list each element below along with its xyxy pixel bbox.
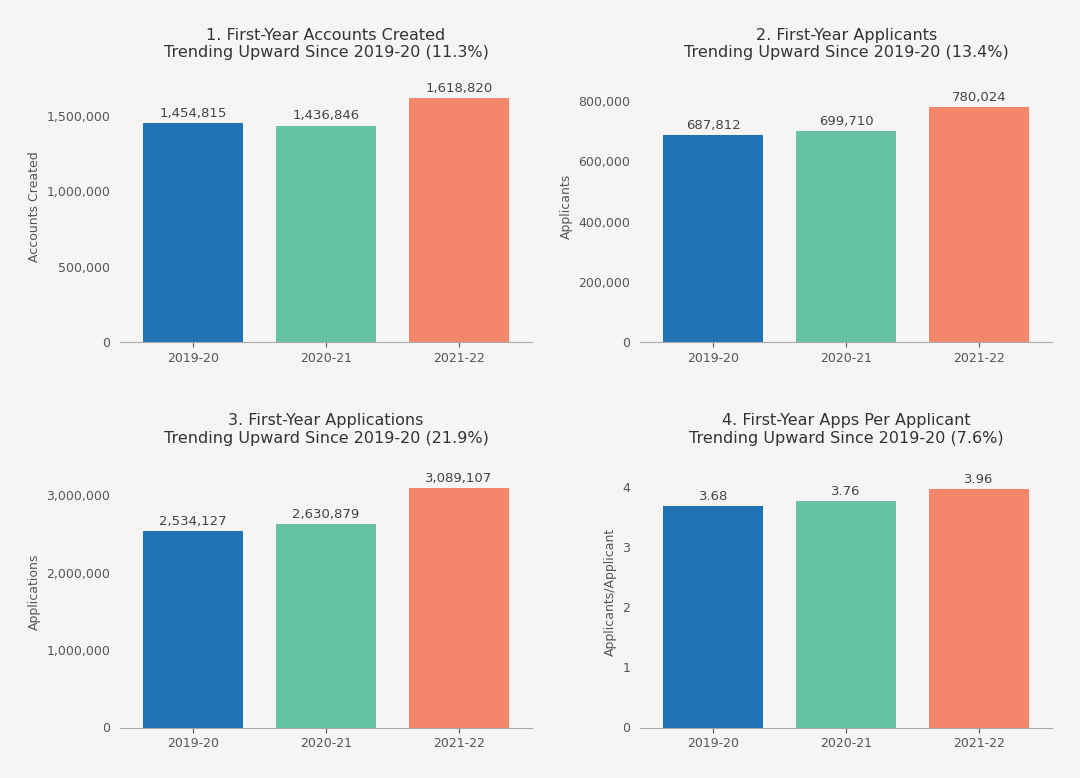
Bar — [796, 501, 896, 727]
Bar — [663, 135, 764, 342]
Text: 3.96: 3.96 — [964, 473, 994, 485]
Title: 2. First-Year Applicants
Trending Upward Since 2019-20 (13.4%): 2. First-Year Applicants Trending Upward… — [684, 28, 1009, 60]
Bar — [276, 524, 376, 727]
Bar — [929, 107, 1029, 342]
Title: 4. First-Year Apps Per Applicant
Trending Upward Since 2019-20 (7.6%): 4. First-Year Apps Per Applicant Trendin… — [689, 413, 1003, 446]
Y-axis label: Accounts Created: Accounts Created — [28, 151, 41, 262]
Text: 1,618,820: 1,618,820 — [426, 82, 492, 95]
Y-axis label: Applicants/Applicant: Applicants/Applicant — [604, 528, 617, 656]
Text: 2,630,879: 2,630,879 — [293, 507, 360, 520]
Text: 1,436,846: 1,436,846 — [293, 110, 360, 122]
Title: 3. First-Year Applications
Trending Upward Since 2019-20 (21.9%): 3. First-Year Applications Trending Upwa… — [163, 413, 488, 446]
Text: 780,024: 780,024 — [951, 91, 1007, 104]
Text: 1,454,815: 1,454,815 — [160, 107, 227, 120]
Bar — [796, 131, 896, 342]
Bar — [409, 98, 509, 342]
Bar — [144, 531, 243, 727]
Text: 687,812: 687,812 — [686, 119, 741, 131]
Text: 3.68: 3.68 — [699, 489, 728, 503]
Y-axis label: Applicants: Applicants — [559, 174, 572, 239]
Bar — [276, 126, 376, 342]
Title: 1. First-Year Accounts Created
Trending Upward Since 2019-20 (11.3%): 1. First-Year Accounts Created Trending … — [163, 28, 488, 60]
Bar — [144, 123, 243, 342]
Text: 2,534,127: 2,534,127 — [159, 515, 227, 528]
Text: 699,710: 699,710 — [819, 115, 874, 128]
Text: 3,089,107: 3,089,107 — [426, 472, 492, 485]
Bar — [409, 489, 509, 727]
Y-axis label: Applications: Applications — [28, 554, 41, 630]
Text: 3.76: 3.76 — [832, 485, 861, 498]
Bar — [929, 489, 1029, 727]
Bar — [663, 506, 764, 727]
